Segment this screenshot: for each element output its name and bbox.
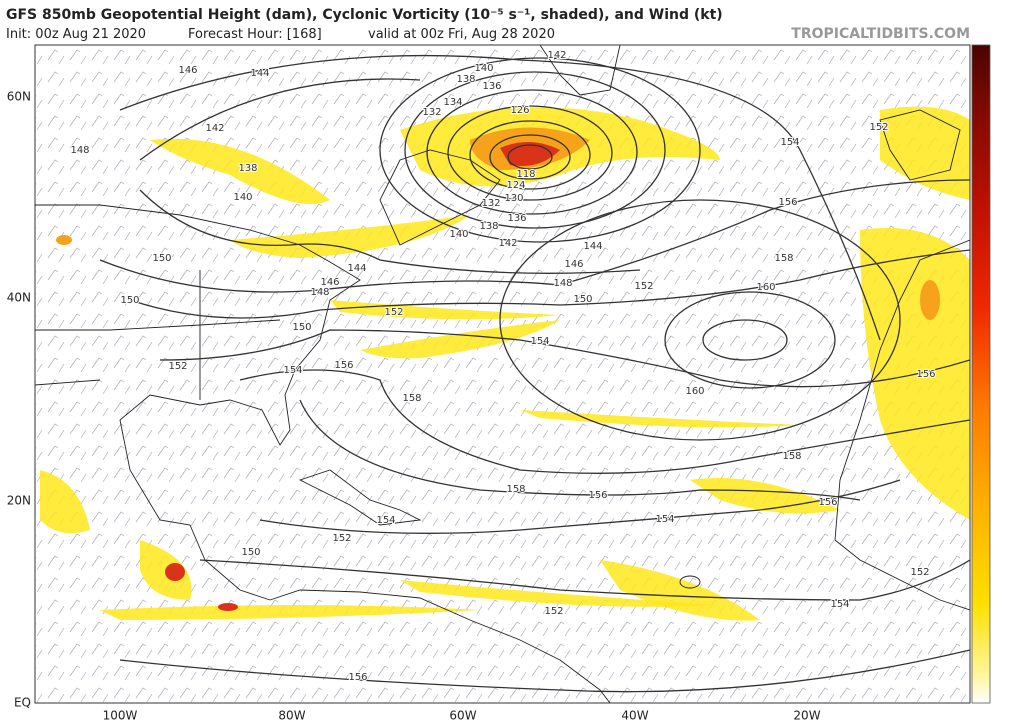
title: GFS 850mb Geopotential Height (dam), Cyc… [6, 7, 723, 23]
lon-label: 60W [449, 709, 476, 723]
contour-label: 158 [506, 484, 525, 495]
valid-time: valid at 00z Fri, Aug 28 2020 [368, 27, 555, 42]
contour-label: 142 [498, 238, 517, 249]
contour-label: 156 [588, 490, 607, 501]
contour-label: 150 [573, 294, 592, 305]
contour-label: 150 [241, 547, 260, 558]
contour-label: 152 [634, 281, 653, 292]
contour-label: 138 [456, 74, 475, 85]
contour-label: 156 [334, 360, 353, 371]
contour-label: 154 [780, 137, 799, 148]
contour-label: 138 [479, 221, 498, 232]
contour-label: 158 [774, 253, 793, 264]
contour-label: 152 [332, 533, 351, 544]
contour-label: 152 [544, 606, 563, 617]
contour-label: 146 [178, 65, 197, 76]
lon-label: 40W [621, 709, 648, 723]
contour-label: 148 [70, 145, 89, 156]
contour-label: 156 [348, 672, 367, 683]
contour-label: 154 [830, 599, 849, 610]
contour-label: 136 [507, 213, 526, 224]
contour-label: 156 [818, 497, 837, 508]
contour-label: 154 [376, 515, 395, 526]
lat-labels: 60N 40N 20N EQ [7, 90, 31, 710]
contour-label: 146 [320, 277, 339, 288]
lon-label: 100W [103, 709, 138, 723]
contour-label: 150 [120, 295, 139, 306]
colorbar-scale [971, 44, 991, 704]
contour-label: 148 [553, 278, 572, 289]
contour-label: 160 [756, 282, 775, 293]
height-contours [99, 54, 970, 693]
map-frame [34, 44, 971, 704]
contour-label: 118 [516, 169, 535, 180]
contour-label: 152 [869, 122, 888, 133]
contour-label: 152 [168, 361, 187, 372]
contour-label: 132 [481, 198, 500, 209]
contour-label: 156 [916, 369, 935, 380]
contour-label: 142 [547, 50, 566, 61]
lat-label: 20N [7, 494, 31, 508]
lon-labels: 100W 80W 60W 40W 20W [103, 709, 821, 723]
contour-label: 148 [310, 287, 329, 298]
lat-label: 60N [7, 90, 31, 104]
contour-label: 134 [443, 97, 462, 108]
contour-labels: 142 146 144 140 138 136 134 132 126 142 … [69, 49, 936, 684]
init-time: Init: 00z Aug 21 2020 [6, 27, 146, 42]
contour-label: 152 [910, 567, 929, 578]
contour-label: 140 [449, 229, 468, 240]
contour-label: 156 [778, 197, 797, 208]
contour-label: 136 [482, 81, 501, 92]
contour-label: 144 [347, 263, 366, 274]
contour-label: 144 [250, 68, 269, 79]
contour-label: 142 [205, 123, 224, 134]
contour-label: 124 [506, 180, 525, 191]
contour-label: 160 [685, 386, 704, 397]
contour-label: 144 [583, 241, 602, 252]
contour-label: 154 [655, 514, 674, 525]
contour-label: 130 [504, 193, 523, 204]
contour-label: 154 [530, 336, 549, 347]
contour-label: 150 [152, 253, 171, 264]
contour-label: 154 [283, 365, 302, 376]
contour-label: 158 [782, 451, 801, 462]
contour-label: 126 [510, 105, 529, 116]
lon-label: 80W [278, 709, 305, 723]
contour-label: 138 [238, 163, 257, 174]
lat-label: EQ [14, 696, 31, 710]
contour-label: 140 [474, 63, 493, 74]
contour-label: 152 [384, 307, 403, 318]
contour-label: 132 [422, 107, 441, 118]
colorbar [971, 44, 991, 704]
contour-label: 150 [292, 322, 311, 333]
lat-label: 40N [7, 291, 31, 305]
lon-label: 20W [793, 709, 820, 723]
site-name: TROPICALTIDBITS.COM [791, 26, 970, 42]
map: 142 146 144 140 138 136 134 132 126 142 … [35, 45, 970, 703]
contour-label: 146 [564, 259, 583, 270]
contour-label: 140 [233, 192, 252, 203]
forecast-hour: Forecast Hour: [168] [188, 27, 322, 42]
contour-label: 158 [402, 393, 421, 404]
vorticity-shading [40, 106, 970, 621]
